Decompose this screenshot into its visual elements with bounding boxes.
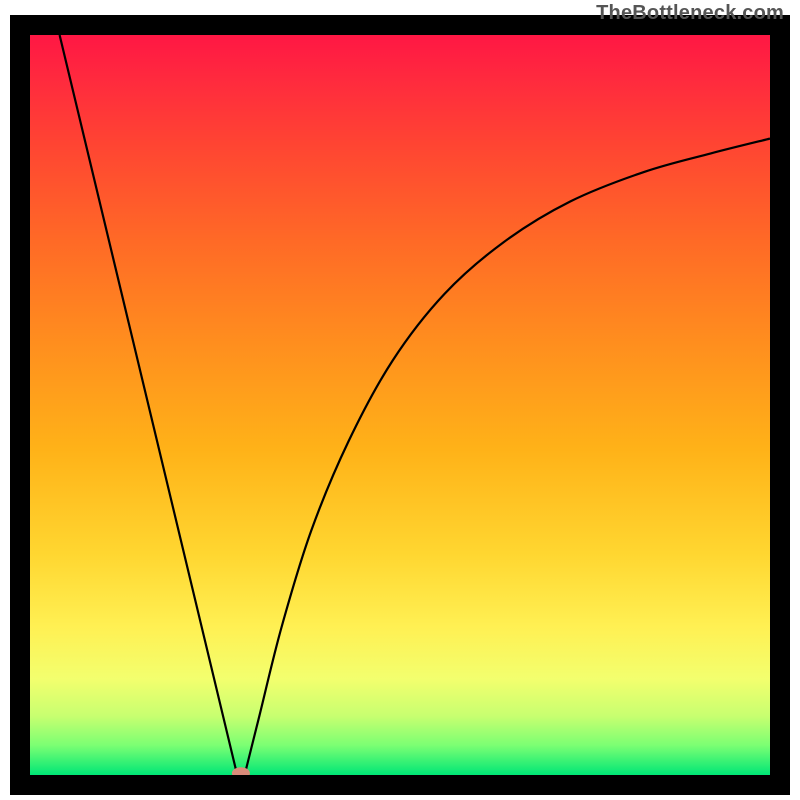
watermark-text: TheBottleneck.com	[596, 2, 784, 25]
root: TheBottleneck.com	[0, 0, 800, 800]
chart-svg	[0, 0, 800, 800]
